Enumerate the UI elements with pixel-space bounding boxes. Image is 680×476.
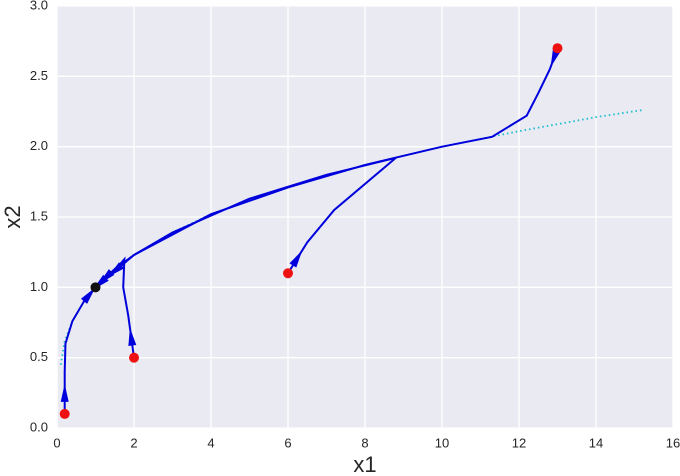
x-tick-label: 16 [666,435,680,450]
y-tick-label: 1.0 [30,279,48,294]
arrow [289,250,303,268]
start-point [283,268,293,279]
x-tick-label: 8 [361,435,368,450]
y-axis-label: x2 [0,205,25,228]
start-point [552,43,563,54]
arrow [107,262,125,277]
x-tick-label: 4 [207,435,214,450]
y-tick-label: 1.5 [30,208,48,223]
x-axis-label: x1 [353,452,376,476]
trajectory [94,47,559,289]
y-tick-label: 2.5 [30,68,48,83]
arrow [128,327,137,347]
arrow [80,287,96,304]
y-tick-label: 2.0 [30,138,48,153]
x-tick-label: 0 [53,435,60,450]
equilibrium-point [90,282,101,293]
y-tick-label: 0.5 [30,349,48,364]
start-point [59,408,70,419]
start-point [129,352,139,363]
x-tick-label: 6 [284,435,291,450]
x-tick-label: 10 [435,435,449,450]
y-tick-label: 0.0 [30,419,48,434]
y-tick-label: 3.0 [30,0,48,12]
arrow [60,383,69,402]
x-tick-label: 12 [512,435,526,450]
arrow [550,48,561,68]
x-tick-label: 14 [589,435,603,450]
x-tick-label: 2 [130,435,137,450]
